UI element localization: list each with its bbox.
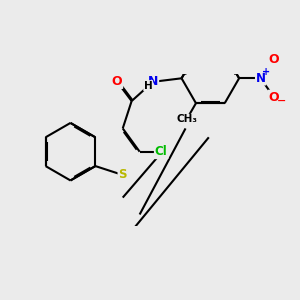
Text: +: +: [262, 67, 270, 77]
Text: N: N: [256, 72, 266, 85]
Text: N: N: [148, 75, 158, 88]
Text: S: S: [118, 169, 127, 182]
Text: O: O: [268, 53, 279, 66]
Text: O: O: [112, 75, 122, 88]
Text: O: O: [268, 91, 279, 104]
Text: H: H: [144, 81, 153, 91]
Text: −: −: [277, 95, 286, 106]
Text: Cl: Cl: [155, 145, 168, 158]
Text: CH₃: CH₃: [176, 114, 197, 124]
